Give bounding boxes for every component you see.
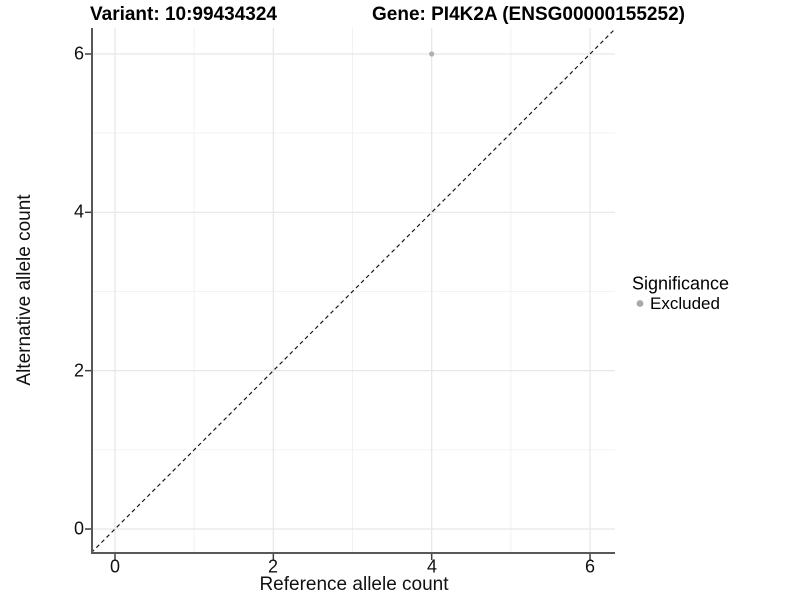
legend-key: [636, 300, 644, 307]
y-tick-label: 0: [73, 518, 84, 539]
x-tick-label: 4: [426, 556, 438, 577]
x-tick-label: 6: [584, 556, 596, 577]
y-tick-label: 6: [73, 43, 84, 64]
legend-item-excluded: Excluded: [650, 294, 720, 313]
x-tick-label: 2: [267, 556, 279, 577]
gene-title: Gene: PI4K2A (ENSG00000155252): [372, 4, 685, 25]
variant-title: Variant: 10:99434324: [90, 4, 277, 25]
y-tick-label: 4: [73, 201, 84, 222]
identity-line: [90, 29, 615, 554]
x-tick-label: 0: [109, 556, 121, 577]
data-point: [429, 51, 435, 57]
y-tick-label: 2: [73, 360, 84, 381]
legend-title: Significance: [632, 273, 730, 294]
y-axis-title: Alternative allele count: [14, 194, 35, 386]
x-axis-title: Reference allele count: [259, 574, 449, 595]
legend-point-icon: [636, 300, 644, 307]
